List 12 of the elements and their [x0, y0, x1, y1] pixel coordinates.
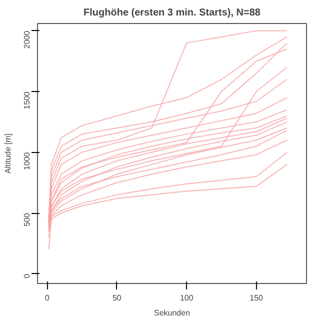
x-tick-label: 100 [180, 294, 194, 302]
y-tick-label: 500 [22, 212, 32, 226]
x-tick-label: 150 [250, 294, 264, 302]
y-tick-label: 0 [22, 273, 32, 278]
y-tick-label: 1000 [22, 152, 32, 170]
chart-title: Flughöhe (ersten 3 min. Starts), N=88 [84, 8, 261, 18]
y-axis-title: Altitude [m] [4, 133, 12, 174]
x-tick-label: 0 [45, 294, 50, 302]
y-tick-label: 2000 [22, 30, 32, 49]
y-tick-label: 1500 [22, 90, 32, 110]
x-tick-label: 50 [112, 294, 122, 302]
x-axis-title: Sekunden [154, 308, 190, 318]
